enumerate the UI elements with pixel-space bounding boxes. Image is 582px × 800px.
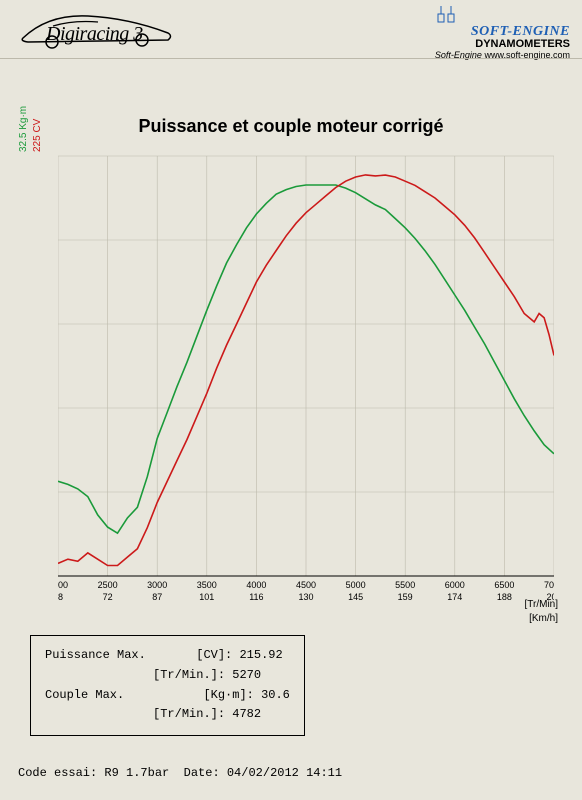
- svg-text:116: 116: [249, 592, 263, 600]
- svg-text:2000: 2000: [58, 580, 68, 590]
- svg-text:4500: 4500: [296, 580, 316, 590]
- svg-text:2500: 2500: [98, 580, 118, 590]
- svg-text:159: 159: [398, 592, 413, 600]
- chart-title: Puissance et couple moteur corrigé: [0, 116, 582, 137]
- result-torque-row: Couple Max. [Kg·m]: 30.6: [45, 686, 290, 706]
- result-torque-rpm-value: 4782: [232, 707, 261, 721]
- header: Digiracing 3 SOFT-ENGINE DYNAMOMETERS So…: [0, 0, 582, 70]
- header-divider: [0, 58, 582, 59]
- brand-sub: DYNAMOMETERS: [435, 38, 570, 50]
- footer-date-label: Date:: [184, 766, 220, 780]
- svg-text:5500: 5500: [395, 580, 415, 590]
- result-power-unit: [CV]:: [196, 648, 232, 662]
- svg-text:6500: 6500: [494, 580, 514, 590]
- piston-icon: [435, 4, 457, 24]
- footer-code-value: R9 1.7bar: [104, 766, 169, 780]
- brand-text: SOFT-ENGINE: [471, 24, 570, 39]
- dyno-chart: 32.5 Kg·m 225 CV 510.51621.52732.5256510…: [58, 146, 554, 596]
- y-axis-torque-label: 32.5 Kg·m: [18, 106, 29, 152]
- chart-svg: 510.51621.52732.525651051451852252000582…: [58, 146, 554, 600]
- svg-text:174: 174: [447, 592, 462, 600]
- svg-text:3500: 3500: [197, 580, 217, 590]
- result-power-rpm-row: [Tr/Min.]: 5270: [45, 666, 290, 686]
- logo-left-text: Digiracing 3: [46, 23, 143, 46]
- x-axis-rpm-label: [Tr/Min]: [524, 599, 558, 610]
- x-axis-kmh-label: [Km/h]: [529, 613, 558, 624]
- svg-text:4000: 4000: [246, 580, 266, 590]
- result-power-row: Puissance Max. [CV]: 215.92: [45, 646, 290, 666]
- result-torque-unit: [Kg·m]:: [203, 688, 253, 702]
- result-power-rpm-value: 5270: [232, 668, 261, 682]
- svg-text:58: 58: [58, 592, 63, 600]
- svg-text:101: 101: [199, 592, 214, 600]
- svg-text:145: 145: [348, 592, 363, 600]
- svg-text:3000: 3000: [147, 580, 167, 590]
- result-torque-label: Couple Max.: [45, 688, 124, 702]
- logo-softengine: SOFT-ENGINE DYNAMOMETERS Soft-Engine www…: [435, 4, 570, 60]
- svg-text:7000: 7000: [544, 580, 554, 590]
- result-power-label: Puissance Max.: [45, 648, 146, 662]
- svg-text:130: 130: [298, 592, 313, 600]
- svg-text:188: 188: [497, 592, 512, 600]
- svg-text:72: 72: [103, 592, 113, 600]
- result-power-rpm-unit: [Tr/Min.]:: [153, 668, 225, 682]
- logo-digiracing: Digiracing 3: [18, 8, 178, 54]
- result-torque-rpm-row: [Tr/Min.]: 4782: [45, 705, 290, 725]
- svg-text:87: 87: [152, 592, 162, 600]
- footer-code-label: Code essai:: [18, 766, 97, 780]
- result-torque-rpm-unit: [Tr/Min.]:: [153, 707, 225, 721]
- y-axis-power-label: 225 CV: [32, 119, 43, 152]
- footer-date-value: 04/02/2012 14:11: [227, 766, 342, 780]
- svg-text:5000: 5000: [346, 580, 366, 590]
- dyno-sheet: Digiracing 3 SOFT-ENGINE DYNAMOMETERS So…: [0, 0, 582, 800]
- result-power-value: 215.92: [239, 648, 282, 662]
- result-torque-value: 30.6: [261, 688, 290, 702]
- footer-line: Code essai: R9 1.7bar Date: 04/02/2012 1…: [18, 766, 342, 780]
- svg-text:6000: 6000: [445, 580, 465, 590]
- results-box: Puissance Max. [CV]: 215.92 [Tr/Min.]: 5…: [30, 635, 305, 736]
